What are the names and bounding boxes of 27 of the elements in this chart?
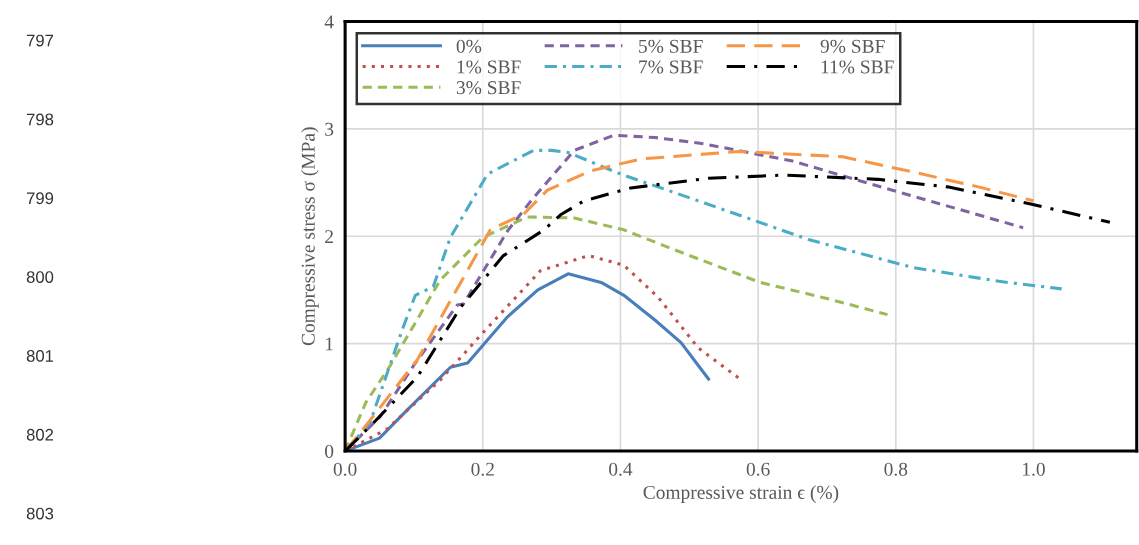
x-tick-label: 0.8: [884, 462, 908, 476]
legend-label: 0%: [456, 39, 482, 53]
x-tick-label: 0.0: [333, 462, 357, 476]
text: 798: [26, 113, 54, 126]
text: 801: [26, 350, 54, 362]
legend-label: 3% SBF: [456, 81, 521, 95]
text: 803: [26, 507, 54, 520]
y-tick-label: 3: [325, 122, 334, 136]
legend-label: 1% SBF: [457, 60, 521, 74]
text: 799: [26, 192, 54, 205]
y-axis-title: Compressive stress σ (MPa): [301, 127, 319, 346]
x-tick-label: 0.6: [746, 462, 770, 476]
x-axis-title: Compressive strain ϵ (%): [643, 485, 839, 503]
text: 797: [26, 34, 54, 47]
text: 800: [26, 271, 54, 283]
x-tick-label: 0.4: [609, 462, 633, 476]
x-tick-label: 0.2: [471, 462, 494, 476]
x-tick-label: 1.0: [1023, 462, 1045, 476]
legend-label: 5% SBF: [639, 39, 703, 53]
y-tick-label: 2: [325, 230, 333, 243]
legend-label: 9% SBF: [820, 39, 885, 53]
legend-label: 7% SBF: [639, 60, 703, 74]
text: 802: [26, 428, 54, 441]
y-tick-label: 4: [324, 15, 334, 29]
y-tick-label: 1: [325, 337, 333, 351]
legend-label: 11% SBF: [821, 60, 894, 74]
y-tick-label: 0: [325, 444, 334, 458]
